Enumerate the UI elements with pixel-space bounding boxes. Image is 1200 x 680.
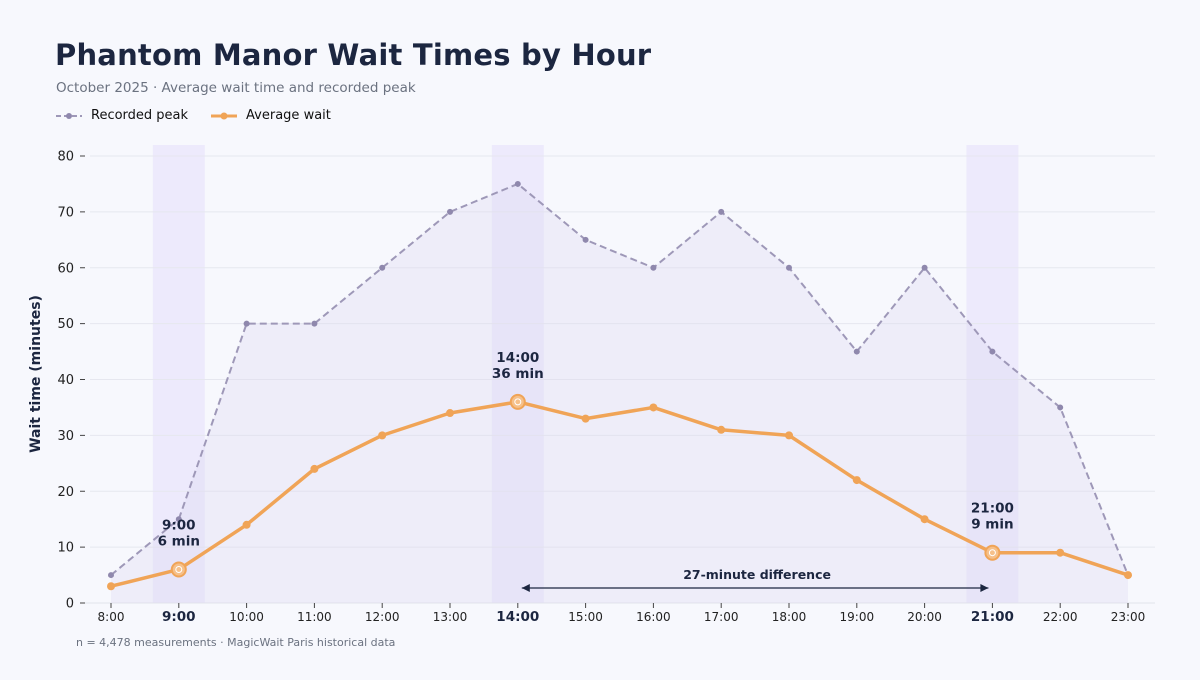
average-point [852,476,861,485]
y-tick-label: 20 [57,485,74,500]
y-tick-label: 0 [66,597,74,612]
highlight-label-value: 6 min [158,533,200,549]
y-tick-label: 80 [57,150,74,165]
peak-point [175,516,182,523]
peak-point [311,320,318,327]
chart-title: Phantom Manor Wait Times by Hour [55,38,652,72]
legend-label-average: Average wait [246,108,331,123]
highlight-point-inner [514,398,522,406]
highlight-label-time: 21:00 [971,501,1014,517]
x-tick-label: 16:00 [636,610,671,624]
highlight-label-time: 9:00 [162,517,196,533]
y-tick-label: 60 [57,261,74,276]
peak-point [989,348,996,355]
x-tick-label: 19:00 [840,610,875,624]
peak-point [108,572,114,579]
peak-area-fill [111,183,1128,603]
y-axis-label: Wait time (minutes) [28,295,44,453]
average-point [378,431,387,440]
x-tick-label: 18:00 [772,610,807,624]
y-tick-label: 10 [57,541,74,556]
x-tick-label: 10:00 [229,610,264,624]
peak-point [718,208,725,215]
x-tick-label: 17:00 [704,610,739,624]
highlight-label-value: 9 min [971,517,1013,533]
x-tick-label: 11:00 [297,610,332,624]
legend: Recorded peak Average wait [55,108,331,123]
average-point [242,520,251,529]
average-point [581,414,590,423]
x-tick-label: 21:00 [971,609,1014,625]
peak-point [514,180,521,187]
average-point [649,403,658,412]
legend-swatch-peak [56,112,82,119]
highlight-point [984,544,1001,561]
highlight-band-21:00 [966,145,1019,603]
x-tick-label: 15:00 [568,610,603,624]
legend-item-average: Average wait [210,108,331,123]
x-tick-label: 9:00 [162,609,196,625]
peak-point [582,236,589,243]
peak-point [650,264,657,271]
average-point [920,515,929,524]
difference-arrowhead-right [980,584,989,592]
x-tick-label: 8:00 [98,610,125,624]
average-point [717,425,726,434]
average-point [310,464,319,473]
x-tick-label: 20:00 [907,610,942,624]
legend-label-peak: Recorded peak [91,108,189,123]
average-point [1056,548,1065,557]
highlight-point-inner [988,549,996,557]
average-point [785,431,793,440]
series-line-average [110,400,1129,588]
y-tick-label: 50 [57,317,74,332]
peak-point [379,264,386,271]
legend-swatch-average [211,112,238,119]
difference-arrowhead-left [521,584,530,592]
highlight-band-14:00 [491,145,544,603]
x-tick-label: 13:00 [433,610,468,624]
highlight-band-9:00 [152,145,205,603]
peak-point [447,208,453,215]
highlight-label-time: 14:00 [496,350,539,366]
chart-subtitle: October 2025 · Average wait time and rec… [56,80,416,96]
y-tick-label: 30 [57,429,74,444]
peak-point [786,264,792,271]
peak-point [1057,404,1064,411]
highlight-point-inner [175,565,183,573]
legend-item-peak: Recorded peak [55,108,188,123]
x-tick-label: 12:00 [365,610,400,624]
x-tick-label: 14:00 [496,609,539,625]
average-point [107,582,115,591]
x-tick-label: 23:00 [1111,610,1146,624]
highlight-point [170,561,187,578]
average-point [446,409,454,418]
peak-point [243,320,250,327]
highlight-point [509,393,526,410]
average-point [1124,571,1132,580]
footnote: n = 4,478 measurements · MagicWait Paris… [76,636,396,649]
x-tick-label: 22:00 [1043,610,1078,624]
peak-point [921,264,928,271]
y-tick-label: 70 [57,205,74,220]
peak-point [853,348,860,355]
y-tick-label: 40 [57,373,74,388]
highlight-label-value: 36 min [492,366,544,382]
difference-annotation-label: 27-minute difference [683,567,831,582]
